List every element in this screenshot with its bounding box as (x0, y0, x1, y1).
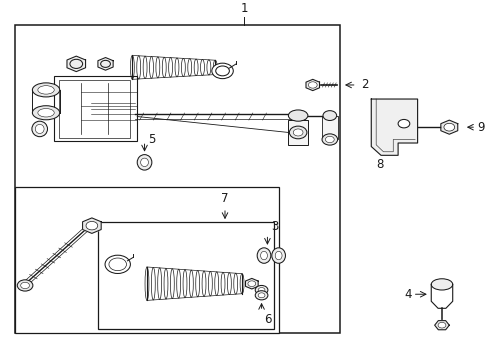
Text: 3: 3 (271, 220, 278, 233)
Text: 8: 8 (375, 158, 383, 171)
Ellipse shape (397, 120, 409, 128)
Ellipse shape (211, 63, 233, 78)
Bar (98, 222, 273, 329)
Polygon shape (82, 218, 101, 233)
Ellipse shape (32, 83, 60, 97)
Text: 4: 4 (404, 288, 411, 301)
Ellipse shape (141, 158, 148, 167)
Ellipse shape (255, 285, 267, 294)
Ellipse shape (325, 136, 333, 143)
Ellipse shape (308, 82, 317, 88)
Bar (15, 187, 278, 333)
Ellipse shape (109, 258, 126, 271)
Polygon shape (245, 278, 258, 289)
Ellipse shape (38, 86, 54, 94)
Ellipse shape (258, 293, 264, 298)
Ellipse shape (293, 129, 303, 136)
Text: 2: 2 (361, 78, 368, 91)
Bar (54, 76, 137, 141)
Polygon shape (370, 99, 417, 155)
Ellipse shape (437, 322, 445, 328)
Polygon shape (98, 58, 113, 70)
Ellipse shape (101, 60, 110, 67)
Text: 7: 7 (221, 192, 228, 205)
Ellipse shape (105, 255, 130, 274)
Ellipse shape (322, 134, 337, 145)
Polygon shape (305, 79, 319, 91)
Ellipse shape (257, 248, 270, 263)
Ellipse shape (258, 288, 264, 292)
Ellipse shape (260, 251, 267, 260)
Ellipse shape (70, 59, 82, 68)
Ellipse shape (289, 126, 306, 139)
Ellipse shape (323, 111, 336, 121)
Ellipse shape (38, 108, 54, 117)
Ellipse shape (443, 123, 454, 131)
Bar (322, 116, 337, 139)
Text: 6: 6 (264, 313, 271, 326)
Text: 1: 1 (240, 2, 248, 15)
Bar (15, 25, 339, 333)
Bar (288, 120, 307, 145)
Text: 5: 5 (148, 133, 156, 146)
Ellipse shape (86, 221, 98, 230)
Ellipse shape (32, 106, 60, 120)
Ellipse shape (137, 154, 152, 170)
Ellipse shape (20, 282, 29, 289)
Polygon shape (67, 56, 85, 72)
Ellipse shape (275, 251, 282, 260)
Ellipse shape (271, 248, 285, 263)
Ellipse shape (288, 110, 307, 121)
Polygon shape (434, 321, 448, 330)
Text: 9: 9 (477, 121, 484, 134)
Ellipse shape (255, 291, 267, 300)
Ellipse shape (32, 121, 47, 137)
Ellipse shape (35, 124, 44, 134)
Ellipse shape (17, 280, 33, 291)
Ellipse shape (247, 281, 255, 287)
Ellipse shape (215, 66, 229, 76)
Polygon shape (440, 120, 457, 134)
Ellipse shape (430, 279, 452, 290)
Bar (59, 80, 130, 138)
